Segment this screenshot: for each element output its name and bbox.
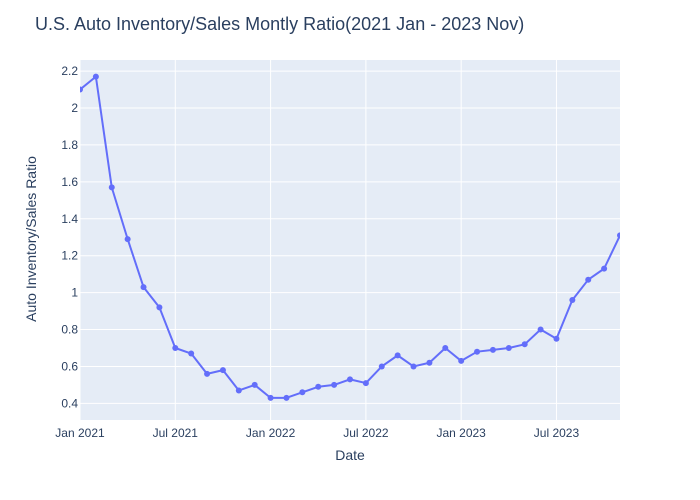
data-point [124, 236, 131, 243]
data-point [299, 389, 306, 396]
data-point [569, 297, 576, 303]
data-point [172, 345, 179, 351]
data-point [140, 284, 147, 291]
data-point [108, 184, 115, 191]
x-tick-label: Jan 2021 [55, 426, 105, 440]
y-tick-label: 0.8 [61, 323, 78, 337]
y-axis-title: Auto Inventory/Sales Ratio [23, 156, 39, 322]
data-point [204, 370, 211, 377]
data-point [347, 376, 353, 383]
y-tick-label: 2 [71, 101, 78, 115]
y-tick-label: 1.8 [61, 138, 78, 152]
data-point [362, 380, 369, 387]
data-point [188, 350, 195, 357]
data-point [410, 363, 417, 370]
y-tick-label: 1.6 [61, 175, 78, 189]
data-point [378, 363, 385, 370]
y-tick-label: 2.2 [61, 64, 78, 78]
chart-title: U.S. Auto Inventory/Sales Montly Ratio(2… [35, 14, 524, 34]
data-point [235, 387, 242, 394]
x-axis-title: Date [335, 447, 365, 463]
x-tick-label: Jan 2022 [246, 426, 296, 440]
data-point [426, 359, 433, 366]
x-tick-label: Jan 2023 [436, 426, 486, 440]
data-point [156, 304, 163, 311]
y-tick-label: 0.6 [61, 359, 78, 373]
data-point [267, 394, 274, 401]
data-point [458, 357, 465, 364]
y-tick-label: 1.4 [61, 212, 78, 226]
x-tick-label: Jul 2022 [343, 426, 389, 440]
data-point [601, 265, 608, 272]
x-tick-label: Jul 2021 [153, 426, 199, 440]
data-point [80, 86, 83, 93]
data-point [251, 381, 258, 388]
data-point [585, 276, 592, 283]
x-tick-label: Jul 2023 [534, 426, 580, 440]
y-tick-label: 1.2 [61, 249, 78, 263]
series-group [80, 73, 620, 401]
data-point [331, 381, 338, 388]
data-point [521, 341, 528, 348]
plot-area: 0.4 0.6 0.8 1 1.2 1.4 1.6 1.8 2 2.2 Jan 2021 Jul 20… [55, 60, 620, 440]
data-point [92, 73, 99, 80]
data-point [219, 367, 226, 374]
plot-background [80, 60, 620, 420]
data-point [442, 345, 449, 351]
data-point [474, 348, 481, 355]
data-point [315, 383, 322, 390]
data-point [617, 232, 620, 239]
y-tick-label: 1 [71, 286, 78, 300]
data-point [489, 346, 496, 353]
data-point [283, 394, 290, 401]
data-point [394, 352, 401, 359]
data-point [537, 326, 544, 333]
y-tick-label: 0.4 [61, 396, 78, 410]
data-point [553, 335, 560, 342]
data-point [505, 345, 512, 351]
